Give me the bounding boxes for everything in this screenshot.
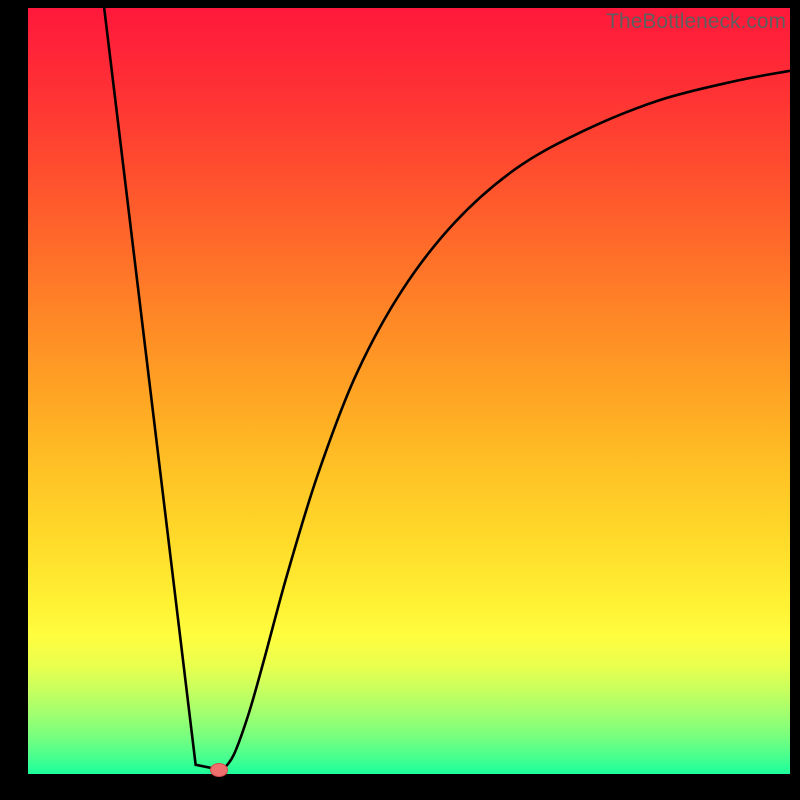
curve-path [104,8,790,770]
bottleneck-curve [28,8,790,774]
attribution-label: TheBottleneck.com [606,10,786,34]
plot-area [28,8,790,774]
optimal-point-marker [210,763,228,777]
bottleneck-chart: TheBottleneck.com [0,0,800,800]
